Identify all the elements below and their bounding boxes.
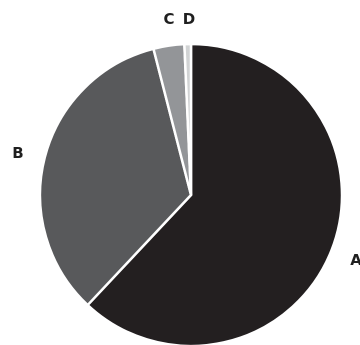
pie-label-a: A: [350, 251, 360, 269]
pie-slices: [38, 42, 344, 345]
pie-slice-a: [86, 42, 344, 345]
pie-label-b: B: [12, 144, 23, 162]
pie-labels: A B C D: [12, 10, 360, 269]
pie-slice-d: [183, 42, 193, 197]
pie-label-c: C: [163, 10, 174, 28]
pie-slice-b: [38, 47, 193, 307]
pie-label-d: D: [183, 10, 195, 28]
